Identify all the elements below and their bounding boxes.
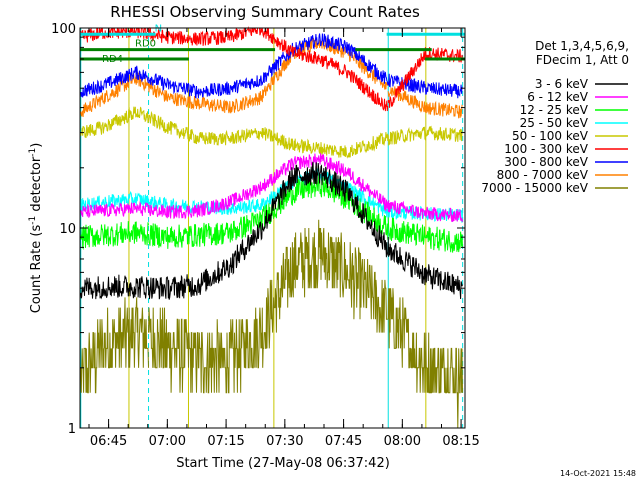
series-7-segment-0 (80, 71, 149, 118)
x-tick-label-1: 07:00 (149, 434, 186, 449)
series-4 (80, 106, 463, 159)
flag-layer: N RD0 RD4 (80, 23, 465, 65)
legend-label-7: 800 - 7000 keV (497, 168, 589, 182)
x-tick-label-6: 08:15 (442, 434, 479, 449)
x-tick-label-4: 07:45 (325, 434, 362, 449)
flag-label-rd0: RD0 (135, 39, 156, 50)
series-5-segment-1 (148, 26, 389, 112)
legend-label-3: 25 - 50 keV (520, 116, 589, 130)
series-6-segment-0 (80, 65, 149, 98)
x-tick-label-3: 07:30 (266, 434, 303, 449)
series-8-segment-2 (387, 288, 463, 429)
legend-label-0: 3 - 6 keV (535, 77, 589, 91)
x-tick-label-2: 07:15 (207, 434, 244, 449)
y-tick-label-1: 10 (59, 222, 76, 237)
series-0 (80, 161, 463, 300)
chart-title: RHESSI Observing Summary Count Rates (110, 3, 420, 21)
y-axis-label: Count Rate (s-1 detector-1) (28, 143, 44, 314)
y-tick-label-2: 100 (51, 22, 76, 37)
legend-header-line-2: FDecim 1, Att 0 (536, 53, 629, 67)
y-tick-label-0: 1 (68, 422, 76, 437)
series-6-segment-1 (148, 33, 389, 99)
series-1-segment-0 (80, 200, 149, 218)
series-0-segment-1 (148, 161, 389, 300)
series-1-segment-2 (387, 200, 463, 222)
y-axis-label-main: Count Rate (s (29, 225, 44, 314)
x-tick-label-0: 06:45 (90, 434, 127, 449)
y-axis-label-sup-2: -1 (28, 148, 38, 157)
series-4-segment-2 (387, 125, 463, 146)
series-2-segment-2 (387, 217, 463, 253)
y-axis-label-sup: -1 (28, 216, 38, 225)
legend: Det 1,3,4,5,6,9, FDecim 1, Att 0 7000 - … (481, 39, 629, 195)
series-0-segment-2 (387, 236, 463, 300)
series-7-segment-2 (387, 86, 463, 119)
y-axis-label-mid: detector (29, 156, 44, 216)
y-axis-label-end: ) (29, 143, 44, 148)
series-1 (80, 153, 463, 222)
series-2-segment-0 (80, 221, 149, 251)
x-tick-label-5: 08:00 (384, 434, 421, 449)
axis-layer: 1 10 100 06:45 07:00 07:15 07:30 07:45 08:00 08:1… (51, 22, 480, 449)
legend-label-4: 50 - 100 keV (512, 129, 589, 143)
legend-header-line-1: Det 1,3,4,5,6,9, (535, 39, 629, 53)
series-layer (80, 26, 464, 429)
legend-label-1: 6 - 12 keV (527, 90, 589, 104)
series-8 (80, 219, 463, 429)
series-5-segment-2 (387, 47, 463, 108)
footer-date: 14-Oct-2021 15:48 (560, 469, 636, 478)
legend-label-5: 100 - 300 keV (504, 142, 588, 156)
series-4-segment-1 (148, 110, 389, 159)
flag-label-rd4: RD4 (102, 54, 123, 65)
series-1-segment-1 (148, 153, 389, 220)
legend-label-2: 12 - 25 keV (520, 103, 589, 117)
legend-label-6: 300 - 800 keV (504, 155, 588, 169)
series-8-segment-0 (80, 297, 149, 394)
x-axis-label: Start Time (27-May-08 06:37:42) (176, 456, 390, 471)
series-0-segment-0 (80, 274, 149, 300)
legend-label-8: 7000 - 15000 keV (481, 181, 588, 195)
series-4-segment-0 (80, 106, 149, 139)
series-8-segment-1 (148, 219, 388, 394)
series-3-segment-0 (80, 191, 149, 212)
flag-label-n: N (155, 23, 162, 34)
